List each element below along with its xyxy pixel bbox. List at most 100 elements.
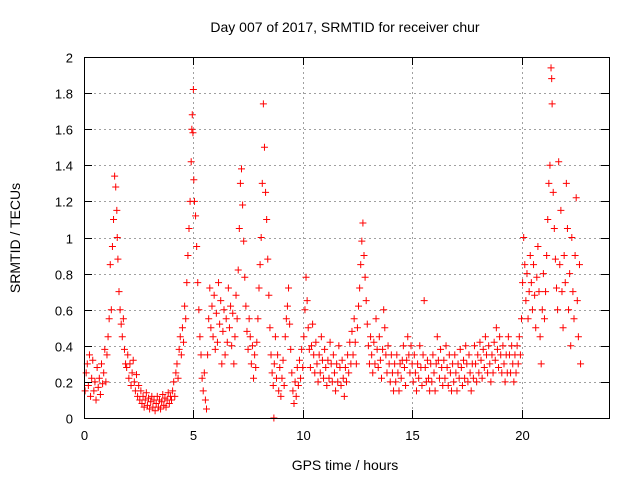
data-point (340, 392, 348, 400)
data-point (218, 360, 226, 368)
data-point (563, 224, 571, 232)
data-point (96, 391, 104, 399)
data-point (244, 345, 252, 353)
data-point (486, 360, 494, 368)
y-tick-label: 0.2 (55, 376, 73, 391)
data-point (546, 161, 554, 169)
data-point (215, 279, 223, 287)
data-point (173, 360, 181, 368)
data-point (291, 378, 299, 386)
data-point (358, 237, 366, 245)
data-point (376, 356, 384, 364)
data-point (475, 369, 483, 377)
data-point (211, 345, 219, 353)
data-point (421, 363, 429, 371)
data-point (437, 345, 445, 353)
data-point (270, 360, 278, 368)
data-point (357, 261, 365, 269)
data-point (95, 374, 103, 382)
data-point (339, 374, 347, 382)
data-point (239, 201, 247, 209)
y-tick-label: 0.4 (55, 340, 73, 355)
data-point (102, 378, 110, 386)
data-point (84, 382, 92, 390)
data-point (361, 273, 369, 281)
data-point (277, 392, 285, 400)
data-point (465, 351, 473, 359)
data-point (407, 342, 415, 350)
data-point (180, 338, 188, 346)
x-tick-label: 0 (81, 428, 88, 443)
data-point (473, 378, 481, 386)
data-point (432, 360, 440, 368)
data-point (454, 360, 462, 368)
data-point (108, 243, 116, 251)
y-tick-label: 0.6 (55, 304, 73, 319)
chart-title: Day 007 of 2017, SRMTID for receiver chu… (210, 19, 480, 35)
data-point (410, 351, 418, 359)
data-point (308, 342, 315, 350)
data-point (415, 374, 423, 382)
data-point (192, 212, 200, 220)
data-point (207, 324, 215, 332)
data-point (159, 391, 167, 399)
data-point (169, 387, 177, 395)
data-point (364, 342, 372, 350)
data-point (568, 234, 576, 241)
data-point (198, 374, 206, 382)
data-point (182, 315, 190, 323)
data-point (225, 324, 233, 332)
data-point (189, 129, 197, 137)
data-point (117, 320, 125, 328)
data-point (544, 215, 552, 223)
data-point (375, 333, 383, 341)
y-tick-label: 1 (66, 232, 73, 247)
data-point (419, 351, 427, 359)
data-point (82, 369, 90, 377)
data-point (490, 338, 498, 346)
data-point (287, 345, 295, 353)
data-point (360, 252, 368, 260)
data-point (119, 315, 127, 323)
data-point (487, 378, 495, 386)
data-point (127, 382, 135, 390)
data-points (81, 64, 585, 422)
data-point (100, 369, 108, 377)
data-point (220, 306, 228, 314)
data-point (187, 158, 195, 166)
data-point (548, 100, 556, 108)
data-point (524, 315, 532, 323)
data-point (279, 356, 287, 364)
data-point (267, 351, 275, 359)
data-point (90, 387, 98, 395)
data-point (139, 392, 147, 400)
data-point (315, 351, 323, 359)
data-point (199, 387, 207, 395)
data-point (547, 64, 555, 72)
data-point (420, 297, 428, 305)
data-point (350, 315, 358, 323)
data-point (313, 360, 321, 368)
data-point (289, 387, 297, 395)
data-point (500, 360, 508, 368)
data-point (130, 378, 138, 386)
data-point (453, 387, 461, 395)
data-point (538, 306, 546, 314)
data-point (234, 266, 242, 274)
y-tick-label: 2 (66, 51, 73, 66)
data-point (530, 261, 538, 269)
data-point (345, 369, 353, 377)
data-point (392, 378, 400, 386)
data-point (372, 315, 380, 323)
data-point (551, 255, 559, 263)
data-point (185, 224, 193, 232)
data-point (540, 315, 548, 323)
data-point (294, 382, 302, 390)
data-point (253, 338, 261, 346)
data-point (247, 360, 255, 368)
data-point (548, 75, 556, 83)
data-point (123, 363, 131, 371)
data-point (157, 405, 165, 413)
data-point (306, 363, 314, 371)
data-point (550, 224, 558, 232)
